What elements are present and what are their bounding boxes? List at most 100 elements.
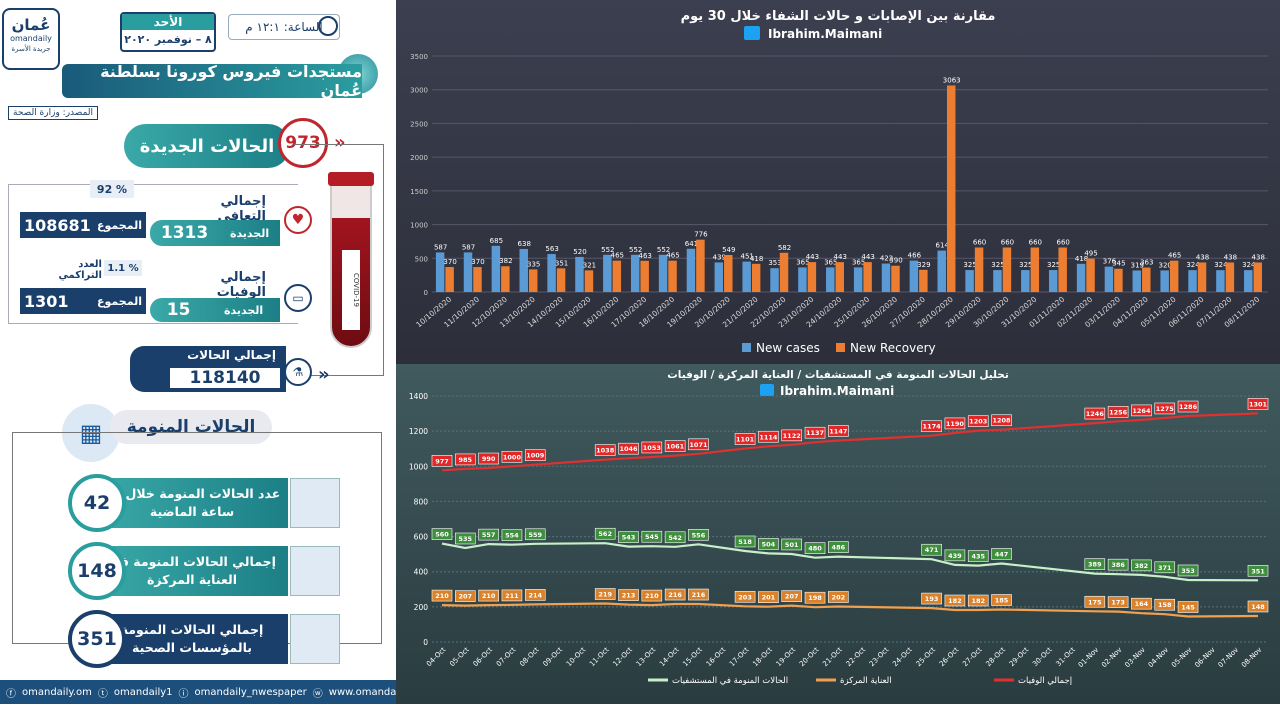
logo-text: عُمان bbox=[11, 16, 51, 34]
chart2-label-box bbox=[804, 426, 826, 439]
chart2-label-box bbox=[944, 417, 966, 430]
chart2-data-label: 1101 bbox=[736, 436, 755, 444]
chart2-label-box bbox=[1131, 404, 1152, 417]
chart1-data-label: 321 bbox=[583, 261, 596, 269]
chart1-ytick: 0 bbox=[424, 289, 428, 297]
chart2-xtick: 16-Oct bbox=[705, 646, 728, 669]
chart1-data-label: 587 bbox=[462, 243, 475, 251]
chart2-data-label: 480 bbox=[808, 545, 822, 553]
chart2-ytick: 1400 bbox=[409, 392, 428, 401]
chart2-label-box bbox=[944, 594, 966, 607]
chart2-data-label: 213 bbox=[622, 592, 636, 600]
chart1-legend-swatch bbox=[836, 343, 845, 352]
chart1-data-label: 495 bbox=[1084, 250, 1097, 258]
chart2-data-label: 1000 bbox=[503, 453, 522, 461]
chart1-data-label: 329 bbox=[917, 261, 930, 269]
chart2-data-label: 1114 bbox=[759, 433, 778, 441]
line-chart: تحليل الحالات المنومة في المستشفيات / ال… bbox=[409, 369, 1269, 686]
total-cases-value: 118140 bbox=[170, 368, 280, 388]
chart2-label-box bbox=[664, 440, 686, 452]
chart1-bar-cases bbox=[965, 270, 974, 292]
chart2-xtick: 24-Oct bbox=[891, 646, 914, 669]
chart2-label-box bbox=[1084, 595, 1106, 608]
recovery-title: إجمالي التعافي bbox=[217, 194, 266, 224]
chart1-data-label: 3063 bbox=[943, 76, 961, 84]
chart1-data-label: 363 bbox=[1140, 259, 1153, 267]
infographic-panel: عُمان omandaily جريدة الأسرة الأحد ٨ – ن… bbox=[0, 0, 425, 704]
chart2-label-box bbox=[641, 530, 663, 543]
chart1-bar-recovery bbox=[445, 267, 454, 292]
web-icon: ⓦ bbox=[312, 688, 323, 700]
chart2-xtick: 19-Oct bbox=[775, 646, 798, 669]
chart1-data-label: 439 bbox=[713, 253, 726, 261]
chart1-bar-recovery bbox=[1142, 267, 1151, 292]
chart2-xtick: 25-Oct bbox=[915, 646, 938, 669]
chart1-bar-cases bbox=[881, 263, 891, 292]
chart2-data-label: 1264 bbox=[1132, 407, 1151, 415]
chart2-data-label: 353 bbox=[1181, 567, 1195, 575]
chart1-data-label: 641 bbox=[685, 240, 698, 248]
chart2-label-box bbox=[688, 438, 709, 451]
chart1-data-label: 390 bbox=[889, 257, 902, 265]
chart1-bar-cases bbox=[742, 261, 751, 292]
chart2-label-box bbox=[501, 589, 523, 602]
chart2-data-label: 185 bbox=[995, 596, 1009, 604]
chart2-data-label: 1286 bbox=[1179, 403, 1198, 411]
chart1-bar-cases bbox=[826, 267, 835, 292]
chart1-bar-recovery bbox=[1114, 268, 1123, 292]
chart1-bar-cases bbox=[714, 262, 724, 292]
icu-value: 148 bbox=[77, 560, 117, 582]
test-tube: COVID-19 bbox=[328, 172, 374, 348]
tube-label-text: COVID-19 bbox=[352, 273, 360, 307]
hosp-bracket bbox=[12, 432, 382, 644]
chart2-xtick: 28-Oct bbox=[985, 646, 1008, 669]
footer-twitter[interactable]: omandaily1 bbox=[113, 686, 173, 698]
chart2-label-box bbox=[501, 450, 523, 463]
footer-facebook[interactable]: omandaily.om bbox=[22, 686, 92, 698]
chart1-bar-recovery bbox=[473, 267, 482, 292]
chart2-data-label: 164 bbox=[1135, 600, 1149, 608]
chart2-label-box bbox=[921, 543, 942, 556]
chart2-label-box bbox=[524, 528, 546, 541]
chart1-data-label: 335 bbox=[527, 260, 540, 268]
source-label: المصدر: وزارة الصحة bbox=[8, 106, 99, 120]
chart2-label-box bbox=[781, 538, 803, 551]
chart2-label-box bbox=[991, 414, 1012, 427]
chart2-data-label: 351 bbox=[1251, 567, 1265, 575]
chart2-data-label: 1046 bbox=[619, 445, 638, 453]
chart1-bar-recovery bbox=[612, 260, 622, 292]
footer-website[interactable]: www.omandaily.om bbox=[328, 686, 426, 698]
chart2-data-label: 219 bbox=[598, 591, 612, 599]
tube-cap bbox=[328, 172, 374, 186]
chart2-ytick: 200 bbox=[414, 603, 429, 612]
chart1-data-label: 466 bbox=[908, 252, 922, 260]
chart1-data-label: 582 bbox=[778, 244, 791, 252]
chart2-label-box bbox=[478, 452, 499, 465]
chart1-data-label: 324 bbox=[1186, 261, 1200, 269]
chart2-xtick: 18-Oct bbox=[751, 646, 774, 669]
chart1-legend-label: New Recovery bbox=[850, 341, 936, 355]
chart2-data-label: 439 bbox=[948, 552, 962, 560]
chart2-label-box bbox=[455, 453, 476, 466]
chart2-data-label: 386 bbox=[1111, 561, 1125, 569]
chart2-label-box bbox=[688, 588, 709, 601]
chart2-xtick: 03-Nov bbox=[1123, 646, 1146, 669]
chart2-ytick: 400 bbox=[414, 568, 429, 577]
chart1-data-label: 638 bbox=[518, 240, 531, 248]
clinic-icon bbox=[290, 614, 340, 664]
recovery-pct: 92 % bbox=[96, 182, 128, 196]
chart1-bar-cases bbox=[770, 268, 779, 292]
chart2-title: تحليل الحالات المنومة في المستشفيات / ال… bbox=[667, 369, 1009, 381]
chart1-data-label: 376 bbox=[1103, 258, 1117, 266]
chart2-xtick: 05-Oct bbox=[448, 646, 471, 669]
chart2-xtick: 12-Oct bbox=[611, 646, 634, 669]
chart1-bar-recovery bbox=[1253, 262, 1262, 292]
chart2-data-label: 1009 bbox=[526, 452, 545, 460]
chart1-bar-cases bbox=[435, 252, 445, 292]
footer: ⓕ omandaily.om ⓣ omandaily1 ⓘ omandaily_nwe… bbox=[0, 680, 425, 704]
chart2-xtick: 08-Nov bbox=[1240, 646, 1263, 669]
microscope-icon: ⚗ bbox=[284, 358, 312, 386]
footer-instagram[interactable]: omandaily_nwespaper bbox=[194, 686, 307, 698]
chart2-label-box bbox=[1154, 598, 1176, 611]
chart2-series-line bbox=[441, 412, 1259, 472]
